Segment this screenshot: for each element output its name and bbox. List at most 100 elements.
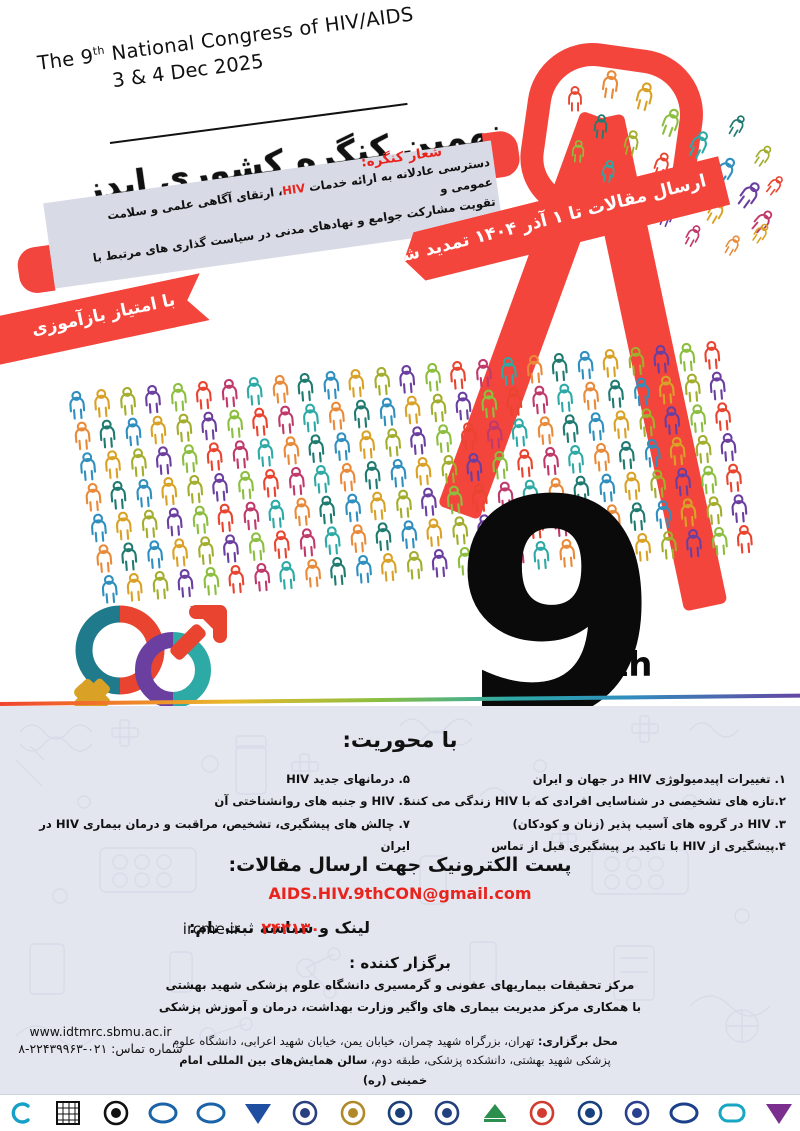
poster-header-zone: 9 th The 9th National Congress of HIV/AI…	[0, 2, 783, 706]
person-cell	[570, 350, 596, 385]
person-cell	[409, 456, 435, 491]
person-icon	[232, 440, 249, 470]
person-icon	[601, 70, 619, 99]
person-icon	[353, 399, 370, 429]
person-icon	[355, 554, 372, 584]
person-icon	[533, 540, 550, 570]
person-cell	[445, 515, 471, 550]
person-icon	[243, 501, 259, 531]
person-icon	[96, 544, 112, 574]
person-cell	[450, 546, 476, 581]
person-icon	[455, 391, 472, 421]
person-cell	[567, 475, 593, 510]
person-cell	[307, 464, 333, 499]
person-cell	[138, 384, 164, 419]
person-cell	[505, 417, 531, 452]
person-icon	[283, 436, 299, 466]
venue-line-2-prefix: پزشکی شهید بهشتی، دانشکده پزشکی، طبقه دو…	[367, 1053, 611, 1068]
people-row	[67, 371, 729, 456]
person-icon	[79, 452, 96, 482]
person-cell	[140, 540, 166, 575]
submission-email[interactable]: AIDS.HIV.9thCON@gmail.com	[268, 884, 532, 903]
person-cell	[418, 362, 444, 397]
person-icon	[726, 463, 742, 493]
registration-link[interactable]: ircme.ir	[182, 920, 240, 938]
contact-website[interactable]: www.idtmrc.sbmu.ac.ir	[29, 1024, 172, 1039]
person-icon	[568, 444, 584, 474]
person-cell	[216, 533, 242, 568]
registration-row: لینک و شناسه ثبت نام: ۲۴۳۱۳۰ ircme.ir	[0, 918, 800, 944]
person-icon	[517, 448, 534, 478]
person-icon	[319, 495, 336, 525]
person-cell	[516, 479, 542, 514]
person-icon	[105, 450, 121, 480]
person-cell	[746, 220, 773, 250]
person-icon	[253, 562, 270, 592]
sponsor-15-logo	[101, 1098, 131, 1128]
person-icon	[303, 403, 319, 433]
person-cell	[332, 462, 358, 497]
person-cell	[630, 80, 657, 117]
topic-left-item: ۵. درمانهای جدید HIV	[286, 772, 410, 786]
people-grid-art	[62, 340, 753, 631]
person-cell	[722, 112, 749, 143]
person-icon	[613, 410, 630, 439]
person-cell	[621, 346, 647, 381]
person-icon	[477, 514, 494, 544]
sponsor-9-logo	[385, 1098, 415, 1128]
person-cell	[392, 364, 418, 399]
person-cell	[205, 472, 231, 507]
person-cell	[316, 370, 342, 405]
person-cell	[699, 495, 725, 530]
person-cell	[144, 415, 170, 450]
person-cell	[672, 342, 698, 377]
person-icon	[584, 536, 601, 566]
person-icon	[659, 375, 675, 405]
topics-list-left: ۵. درمانهای جدید HIV ۶. HIV و جنبه های رو…	[10, 768, 410, 857]
person-cell	[658, 405, 684, 440]
person-icon	[711, 526, 728, 556]
person-icon	[609, 534, 626, 564]
person-cell	[423, 393, 449, 428]
person-icon	[466, 452, 483, 482]
person-cell	[247, 562, 273, 597]
person-cell	[195, 411, 221, 446]
person-cell	[62, 390, 88, 425]
person-icon	[370, 491, 386, 521]
person-cell	[287, 497, 313, 532]
person-cell	[171, 568, 197, 603]
person-cell	[501, 542, 527, 577]
person-icon	[426, 518, 443, 548]
person-icon	[751, 210, 773, 234]
person-cell	[215, 378, 241, 413]
person-icon	[446, 485, 463, 515]
person-icon	[263, 468, 279, 498]
person-cell	[730, 177, 766, 215]
person-icon	[348, 368, 365, 398]
person-cell	[378, 427, 404, 462]
person-icon	[715, 402, 732, 431]
person-cell	[725, 493, 751, 528]
person-icon	[579, 506, 595, 536]
person-cell	[220, 409, 246, 444]
people-row	[78, 432, 740, 517]
person-cell	[566, 86, 584, 116]
person-icon	[415, 456, 432, 486]
person-cell	[500, 387, 526, 422]
person-cell	[521, 509, 547, 544]
person-icon	[644, 438, 661, 468]
sponsor-5-logo	[575, 1098, 605, 1128]
person-icon	[410, 426, 426, 456]
person-cell	[496, 511, 522, 546]
person-cell	[180, 474, 206, 509]
person-cell	[714, 432, 740, 467]
person-cell	[618, 471, 644, 506]
person-icon	[395, 489, 412, 519]
person-cell	[592, 473, 618, 508]
person-cell	[476, 544, 502, 579]
person-icon	[724, 235, 740, 256]
person-icon	[150, 415, 167, 445]
person-icon	[431, 548, 448, 578]
person-icon	[330, 556, 346, 586]
people-row	[62, 340, 724, 425]
